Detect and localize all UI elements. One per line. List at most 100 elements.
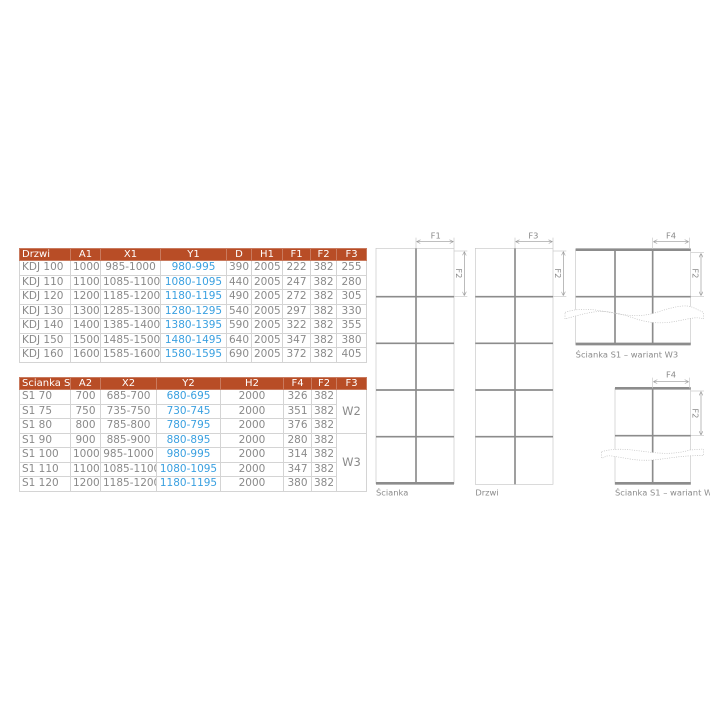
technical-drawings: F1 F2 F3 F2 F4 F2 F4 F2 Ścianka Drzwi Śc… xyxy=(375,230,710,498)
table-cell: 2000 xyxy=(220,461,284,477)
table-cell: 1000 xyxy=(70,260,101,276)
table-cell: 1185-1200 xyxy=(100,289,161,305)
w3-caption: Ścianka S1 – wariant W3 xyxy=(576,348,679,359)
table-cell: 382 xyxy=(311,476,337,492)
table-cell: 382 xyxy=(310,274,337,290)
table-row: S1 90 900 885-900 880-895 2000 280 382 W3 xyxy=(19,432,367,492)
table-cell: KDJ 120 xyxy=(19,289,71,305)
table-cell: 690 xyxy=(226,347,252,363)
table-cell: 700 xyxy=(70,389,101,405)
table-cell: S1 120 xyxy=(19,476,71,492)
table-cell: 382 xyxy=(311,447,337,463)
table-row: KDJ 110 1100 1085-1100 1080-1095 440 2005 247 3… xyxy=(19,274,367,290)
table-row: KDJ 150 1500 1485-1500 1480-1495 640 2005 347 3… xyxy=(19,332,367,348)
w2-caption: Ścianka S1 – wariant W2 xyxy=(615,487,710,498)
w3-diagram xyxy=(564,237,704,346)
table-cell: 490 xyxy=(226,289,252,305)
dim-label-f2: F2 xyxy=(691,268,701,278)
table-row: S1 80 800 785-800 780-795 2000 376 382 xyxy=(19,418,367,434)
table-cell: 750 xyxy=(70,403,101,419)
table-cell: S1 80 xyxy=(19,418,71,434)
dim-label-f1: F1 xyxy=(431,230,441,240)
table-cell: 1080-1095 xyxy=(156,461,221,477)
table-cell: 800 xyxy=(70,418,101,434)
table-cell: 1085-1100 xyxy=(100,461,157,477)
table-cell: 1585-1600 xyxy=(100,347,161,363)
dim-label-f2: F2 xyxy=(553,268,563,278)
table-cell: 880-895 xyxy=(156,432,221,448)
table-cell: S1 70 xyxy=(19,389,71,405)
table-cell: 272 xyxy=(282,289,311,305)
table-cell: 380 xyxy=(283,476,312,492)
column-header: Y2 xyxy=(156,377,221,390)
table-cell: 322 xyxy=(282,318,311,334)
table-cell: 2005 xyxy=(251,318,283,334)
table-cell: 590 xyxy=(226,318,252,334)
table-cell: 347 xyxy=(282,332,311,348)
table-cell: 540 xyxy=(226,303,252,319)
table-cell: 376 xyxy=(283,418,312,434)
table-cell: S1 100 xyxy=(19,447,71,463)
column-header: A1 xyxy=(70,248,101,261)
table-cell: 1085-1100 xyxy=(100,274,161,290)
table-cell: 390 xyxy=(226,260,252,276)
table-cell: 985-1000 xyxy=(100,260,161,276)
table-cell: S1 90 xyxy=(19,432,71,448)
column-header: F1 xyxy=(282,248,311,261)
dim-label-f2: F2 xyxy=(454,268,464,278)
table-cell: 640 xyxy=(226,332,252,348)
table-cell: 1180-1195 xyxy=(156,476,221,492)
table-cell: 1485-1500 xyxy=(100,332,161,348)
table-cell: 2000 xyxy=(220,447,284,463)
table-cell: 382 xyxy=(311,418,337,434)
table-cell: 735-750 xyxy=(100,403,157,419)
table-cell: 314 xyxy=(283,447,312,463)
table-cell: 680-695 xyxy=(156,389,221,405)
table-cell: 1300 xyxy=(70,303,101,319)
table-cell: 2000 xyxy=(220,476,284,492)
table-row: S1 100 1000 985-1000 980-995 2000 314 382 xyxy=(19,447,367,463)
table-cell: 1080-1095 xyxy=(160,274,227,290)
table-cell: 1500 xyxy=(70,332,101,348)
door-caption: Drzwi xyxy=(475,488,498,498)
table-cell: 780-795 xyxy=(156,418,221,434)
table-cell: 255 xyxy=(336,260,367,276)
column-header: X1 xyxy=(100,248,161,261)
table-row: KDJ 120 1200 1185-1200 1180-1195 490 2005 272 3… xyxy=(19,289,367,305)
table-cell: 326 xyxy=(283,389,312,405)
table-cell: 382 xyxy=(311,403,337,419)
column-header: D xyxy=(226,248,252,261)
table-cell: KDJ 150 xyxy=(19,332,71,348)
table-cell: 355 xyxy=(336,318,367,334)
dim-label-f4: F4 xyxy=(666,370,676,380)
column-header: A2 xyxy=(70,377,101,390)
column-header: H1 xyxy=(251,248,283,261)
table-cell: 785-800 xyxy=(100,418,157,434)
table-cell: 280 xyxy=(336,274,367,290)
table-cell: 351 xyxy=(283,403,312,419)
table-cell: 885-900 xyxy=(100,432,157,448)
table-cell: 2005 xyxy=(251,260,283,276)
table-cell: 730-745 xyxy=(156,403,221,419)
table-cell: 382 xyxy=(310,347,337,363)
column-header: Ścianka S1 xyxy=(19,377,71,390)
table-cell: 382 xyxy=(310,289,337,305)
column-header: F3 xyxy=(336,377,367,390)
table-cell: S1 75 xyxy=(19,403,71,419)
wall-diagram xyxy=(375,237,468,485)
table-cell: 305 xyxy=(336,289,367,305)
table-cell: 2000 xyxy=(220,403,284,419)
table-cell: 1580-1595 xyxy=(160,347,227,363)
table-cell: 980-995 xyxy=(160,260,227,276)
table-cell: 2005 xyxy=(251,347,283,363)
table-row: KDJ 130 1300 1285-1300 1280-1295 540 2005 297 3… xyxy=(19,303,367,319)
table-cell: 1280-1295 xyxy=(160,303,227,319)
column-header: F4 xyxy=(283,377,312,390)
table-cell: 1385-1400 xyxy=(100,318,161,334)
table-cell: 2000 xyxy=(220,389,284,405)
table-cell: 1400 xyxy=(70,318,101,334)
column-header: F2 xyxy=(311,377,337,390)
table-cell: 2005 xyxy=(251,274,283,290)
column-header: H2 xyxy=(220,377,284,390)
table-cell: 382 xyxy=(311,432,337,448)
